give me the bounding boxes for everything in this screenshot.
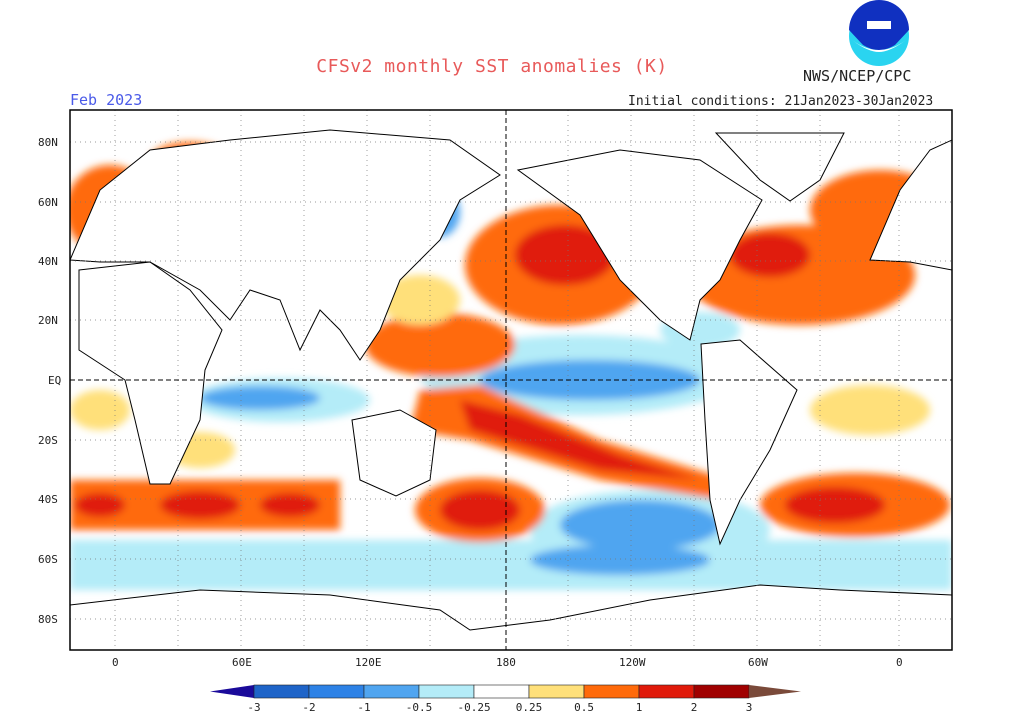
colorbar-label: 2: [690, 701, 698, 714]
agency-label: NWS/NCEP/CPC: [803, 67, 912, 85]
colorbar-label: -0.5: [405, 701, 433, 714]
colorbar-label: -1: [357, 701, 371, 714]
lat-label: 80N: [38, 136, 58, 149]
coastlines: [70, 129, 952, 650]
lon-label: 0: [112, 656, 119, 669]
colorbar-swatch: [693, 684, 750, 699]
lon-label: 180: [496, 656, 516, 669]
colorbar-label: -2: [302, 701, 316, 714]
lon-label: 120W: [619, 656, 646, 669]
colorbar-swatch: [528, 684, 585, 699]
lat-label: 60S: [38, 553, 58, 566]
colorbar-label: 3: [745, 701, 753, 714]
colorbar: [210, 684, 801, 699]
lat-label: 20N: [38, 314, 58, 327]
colorbar-swatch: [473, 684, 530, 699]
colorbar-label: 1: [635, 701, 643, 714]
lat-label: 40S: [38, 493, 58, 506]
colorbar-swatch: [308, 684, 365, 699]
lon-label: 120E: [355, 656, 382, 669]
initial-conditions: Initial conditions: 21Jan2023-30Jan2023: [628, 94, 934, 109]
lat-label: EQ: [48, 374, 62, 387]
colorbar-swatch: [638, 684, 695, 699]
valid-month: Feb 2023: [70, 91, 143, 109]
lon-label: 60E: [232, 656, 252, 669]
colorbar-swatch: [583, 684, 640, 699]
map-frame: [69, 109, 953, 651]
colorbar-swatch: [253, 684, 310, 699]
chart-title: CFSv2 monthly SST anomalies (K): [316, 56, 668, 77]
lat-label: 80S: [38, 613, 58, 626]
lon-label: 0: [896, 656, 903, 669]
colorbar-label: 0.25: [515, 701, 543, 714]
colorbar-arrow-high: [749, 685, 801, 698]
lat-label: 40N: [38, 255, 58, 268]
colorbar-arrow-low: [210, 685, 254, 698]
colorbar-label: -3: [247, 701, 261, 714]
noaa-logo: [849, 0, 909, 66]
lat-label: 20S: [38, 434, 58, 447]
anomaly-field: [70, 110, 952, 650]
colorbar-label: 0.5: [574, 701, 594, 714]
lon-label: 60W: [748, 656, 768, 669]
colorbar-swatch: [363, 684, 420, 699]
lat-label: 60N: [38, 196, 58, 209]
colorbar-label: -0.25: [457, 701, 491, 714]
colorbar-swatch: [418, 684, 475, 699]
